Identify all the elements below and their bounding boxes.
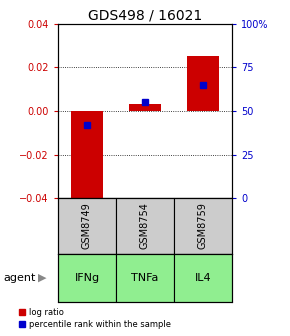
Text: GSM8759: GSM8759 (198, 203, 208, 249)
Bar (58, 198, 116, 254)
Bar (116, 254, 174, 302)
Bar (71, 111, 103, 205)
Title: GDS498 / 16021: GDS498 / 16021 (88, 8, 202, 23)
Text: TNFa: TNFa (131, 273, 159, 283)
Text: IFNg: IFNg (75, 273, 99, 283)
Text: agent: agent (3, 273, 35, 283)
Text: GSM8754: GSM8754 (140, 203, 150, 249)
Bar (174, 254, 232, 302)
Bar (174, 198, 232, 254)
Bar (187, 56, 219, 111)
Text: GSM8749: GSM8749 (82, 203, 92, 249)
Text: ▶: ▶ (38, 273, 46, 283)
Bar (129, 104, 161, 111)
Bar (58, 254, 116, 302)
Bar (116, 198, 174, 254)
Text: IL4: IL4 (195, 273, 211, 283)
Legend: log ratio, percentile rank within the sample: log ratio, percentile rank within the sa… (19, 308, 171, 329)
